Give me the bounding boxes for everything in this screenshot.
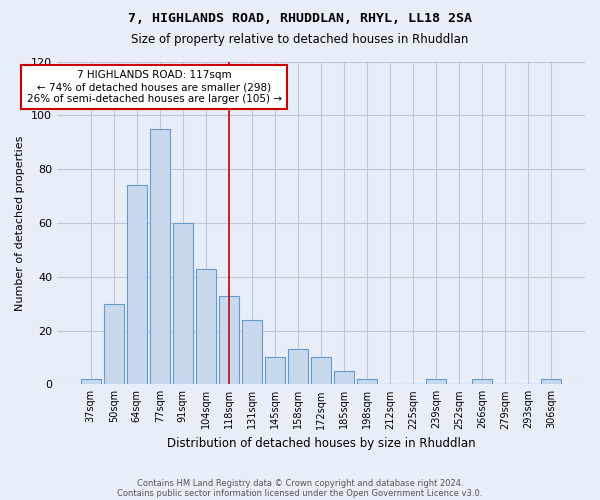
Bar <box>127 185 146 384</box>
Bar <box>357 379 377 384</box>
Bar <box>288 350 308 384</box>
Bar <box>334 371 354 384</box>
Bar <box>311 358 331 384</box>
Text: 7 HIGHLANDS ROAD: 117sqm
← 74% of detached houses are smaller (298)
26% of semi-: 7 HIGHLANDS ROAD: 117sqm ← 74% of detach… <box>26 70 281 104</box>
Bar <box>427 379 446 384</box>
Bar <box>81 379 101 384</box>
Bar <box>242 320 262 384</box>
Y-axis label: Number of detached properties: Number of detached properties <box>16 135 25 310</box>
Text: 7, HIGHLANDS ROAD, RHUDDLAN, RHYL, LL18 2SA: 7, HIGHLANDS ROAD, RHUDDLAN, RHYL, LL18 … <box>128 12 472 26</box>
Text: Size of property relative to detached houses in Rhuddlan: Size of property relative to detached ho… <box>131 32 469 46</box>
Bar <box>104 304 124 384</box>
Bar <box>173 223 193 384</box>
Bar <box>150 129 170 384</box>
Bar <box>219 296 239 384</box>
Text: Contains HM Land Registry data © Crown copyright and database right 2024.: Contains HM Land Registry data © Crown c… <box>137 478 463 488</box>
Bar <box>196 268 215 384</box>
Bar <box>265 358 285 384</box>
X-axis label: Distribution of detached houses by size in Rhuddlan: Distribution of detached houses by size … <box>167 437 475 450</box>
Bar <box>472 379 492 384</box>
Bar <box>541 379 561 384</box>
Text: Contains public sector information licensed under the Open Government Licence v3: Contains public sector information licen… <box>118 488 482 498</box>
